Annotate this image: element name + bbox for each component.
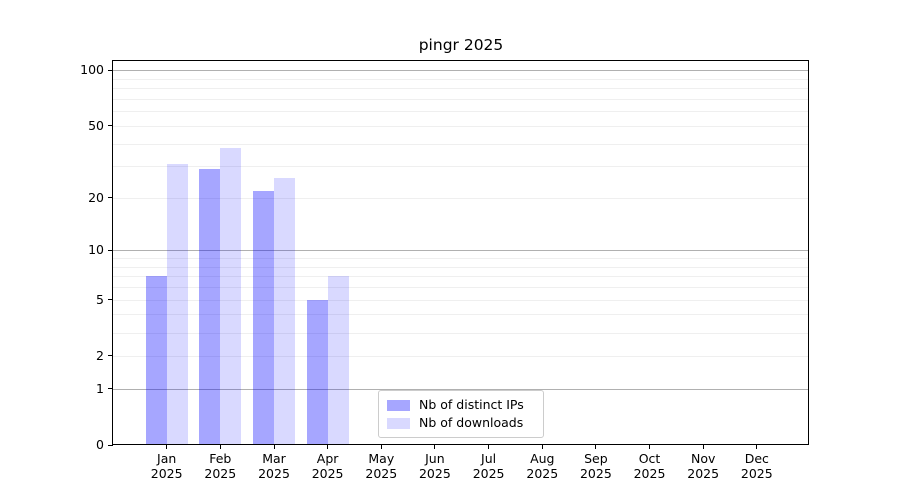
minor-gridline bbox=[113, 78, 808, 80]
x-tick-mark bbox=[595, 445, 597, 449]
x-tick-mark bbox=[702, 445, 704, 449]
plot-area bbox=[112, 60, 809, 445]
bar-distinct-ips bbox=[145, 276, 167, 444]
major-gridline bbox=[113, 70, 808, 72]
x-tick-mark bbox=[541, 445, 543, 449]
minor-gridline bbox=[113, 197, 808, 199]
bar-downloads bbox=[220, 147, 242, 444]
minor-gridline bbox=[113, 99, 808, 100]
x-tick-label: Oct 2025 bbox=[633, 451, 666, 481]
legend-label: Nb of downloads bbox=[419, 415, 524, 430]
chart-title: pingr 2025 bbox=[418, 36, 504, 54]
x-tick-mark bbox=[434, 445, 436, 449]
y-tick-label: 1 bbox=[96, 380, 104, 396]
bar-downloads bbox=[274, 177, 295, 444]
x-tick-mark bbox=[327, 445, 329, 449]
bar-downloads bbox=[166, 163, 188, 444]
y-tick-label: 5 bbox=[96, 291, 104, 307]
legend-item: Nb of distinct IPs bbox=[387, 397, 535, 413]
legend: Nb of distinct IPs Nb of downloads bbox=[378, 390, 544, 438]
x-tick-label: Sep 2025 bbox=[579, 451, 612, 481]
bar-distinct-ips bbox=[253, 190, 274, 444]
x-tick-label: Feb 2025 bbox=[204, 451, 237, 481]
bar-distinct-ips bbox=[199, 168, 221, 444]
x-tick-mark bbox=[649, 445, 650, 449]
x-tick-label: Jun 2025 bbox=[418, 451, 451, 481]
bar-downloads bbox=[327, 276, 349, 444]
x-tick-mark bbox=[273, 445, 275, 449]
legend-item: Nb of downloads bbox=[387, 415, 535, 431]
x-tick-mark bbox=[219, 445, 221, 449]
y-tick-label: 10 bbox=[88, 242, 104, 258]
legend-swatch bbox=[387, 417, 410, 429]
minor-gridline bbox=[113, 88, 808, 90]
x-tick-mark bbox=[380, 445, 382, 449]
x-tick-label: Jan 2025 bbox=[150, 451, 183, 481]
y-tick-label: 0 bbox=[96, 437, 104, 452]
minor-gridline bbox=[113, 314, 808, 316]
minor-gridline bbox=[113, 143, 808, 145]
legend-swatch bbox=[387, 399, 410, 411]
bar-distinct-ips bbox=[306, 299, 328, 444]
minor-gridline bbox=[113, 299, 808, 301]
y-tick-label: 2 bbox=[96, 347, 104, 363]
major-gridline bbox=[113, 388, 808, 390]
x-tick-label: Mar 2025 bbox=[258, 451, 290, 481]
x-tick-mark bbox=[756, 445, 758, 449]
x-tick-label: Dec 2025 bbox=[740, 451, 773, 481]
x-tick-label: Jul 2025 bbox=[472, 451, 505, 481]
x-tick-mark bbox=[488, 445, 490, 449]
minor-gridline bbox=[113, 258, 808, 260]
y-tick-label: 100 bbox=[80, 62, 104, 78]
minor-gridline bbox=[113, 355, 808, 357]
x-tick-label: Aug 2025 bbox=[526, 451, 559, 481]
minor-gridline bbox=[113, 266, 808, 268]
minor-gridline bbox=[113, 166, 808, 168]
legend-label: Nb of distinct IPs bbox=[419, 397, 524, 412]
x-tick-label: Nov 2025 bbox=[687, 451, 720, 481]
minor-gridline bbox=[113, 111, 808, 113]
minor-gridline bbox=[113, 276, 808, 278]
x-tick-mark bbox=[166, 445, 168, 449]
x-tick-label: Apr 2025 bbox=[311, 451, 344, 481]
y-tick-label: 50 bbox=[88, 117, 104, 133]
minor-gridline bbox=[113, 332, 808, 334]
minor-gridline bbox=[113, 125, 808, 127]
x-tick-label: May 2025 bbox=[365, 451, 398, 481]
major-gridline bbox=[113, 250, 808, 252]
y-tick-label: 20 bbox=[88, 189, 104, 205]
minor-gridline bbox=[113, 287, 808, 289]
